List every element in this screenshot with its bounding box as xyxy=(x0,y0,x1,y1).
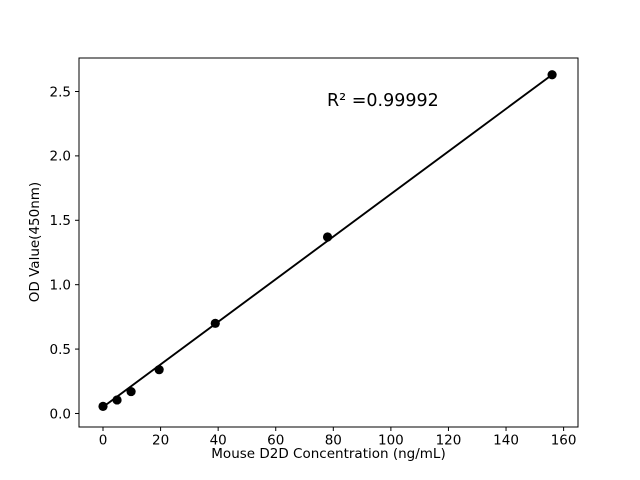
data-point xyxy=(112,395,122,405)
data-point xyxy=(126,386,136,397)
x-tick-label: 20 xyxy=(152,433,169,449)
x-tick-label: 120 xyxy=(436,433,462,449)
data-point xyxy=(322,232,333,242)
y-axis-label: OD Value(450nm) xyxy=(27,181,43,303)
x-tick-label: 60 xyxy=(267,433,284,449)
data-point xyxy=(98,401,108,411)
data-point xyxy=(210,318,220,328)
y-tick-label: 0.5 xyxy=(50,342,71,358)
y-tick-label: 2.5 xyxy=(50,84,71,100)
x-axis-label: Mouse D2D Concentration (ng/mL) xyxy=(211,446,446,462)
y-tick-label: 1.5 xyxy=(50,213,71,229)
data-point xyxy=(547,70,557,80)
x-tick-label: 140 xyxy=(493,433,519,449)
y-tick-label: 0.0 xyxy=(50,406,71,422)
y-tick-label: 2.0 xyxy=(50,149,71,165)
x-tick-label: 40 xyxy=(210,433,227,449)
y-tick-label: 1.0 xyxy=(50,277,71,293)
plot-border xyxy=(78,57,579,428)
x-tick-label: 80 xyxy=(325,433,342,449)
x-tick-label: 160 xyxy=(551,433,577,449)
x-tick-label: 100 xyxy=(378,433,404,449)
x-tick-label: 0 xyxy=(99,433,108,449)
r-squared-annotation: R² =0.99992 xyxy=(327,91,439,111)
data-point xyxy=(154,365,164,375)
